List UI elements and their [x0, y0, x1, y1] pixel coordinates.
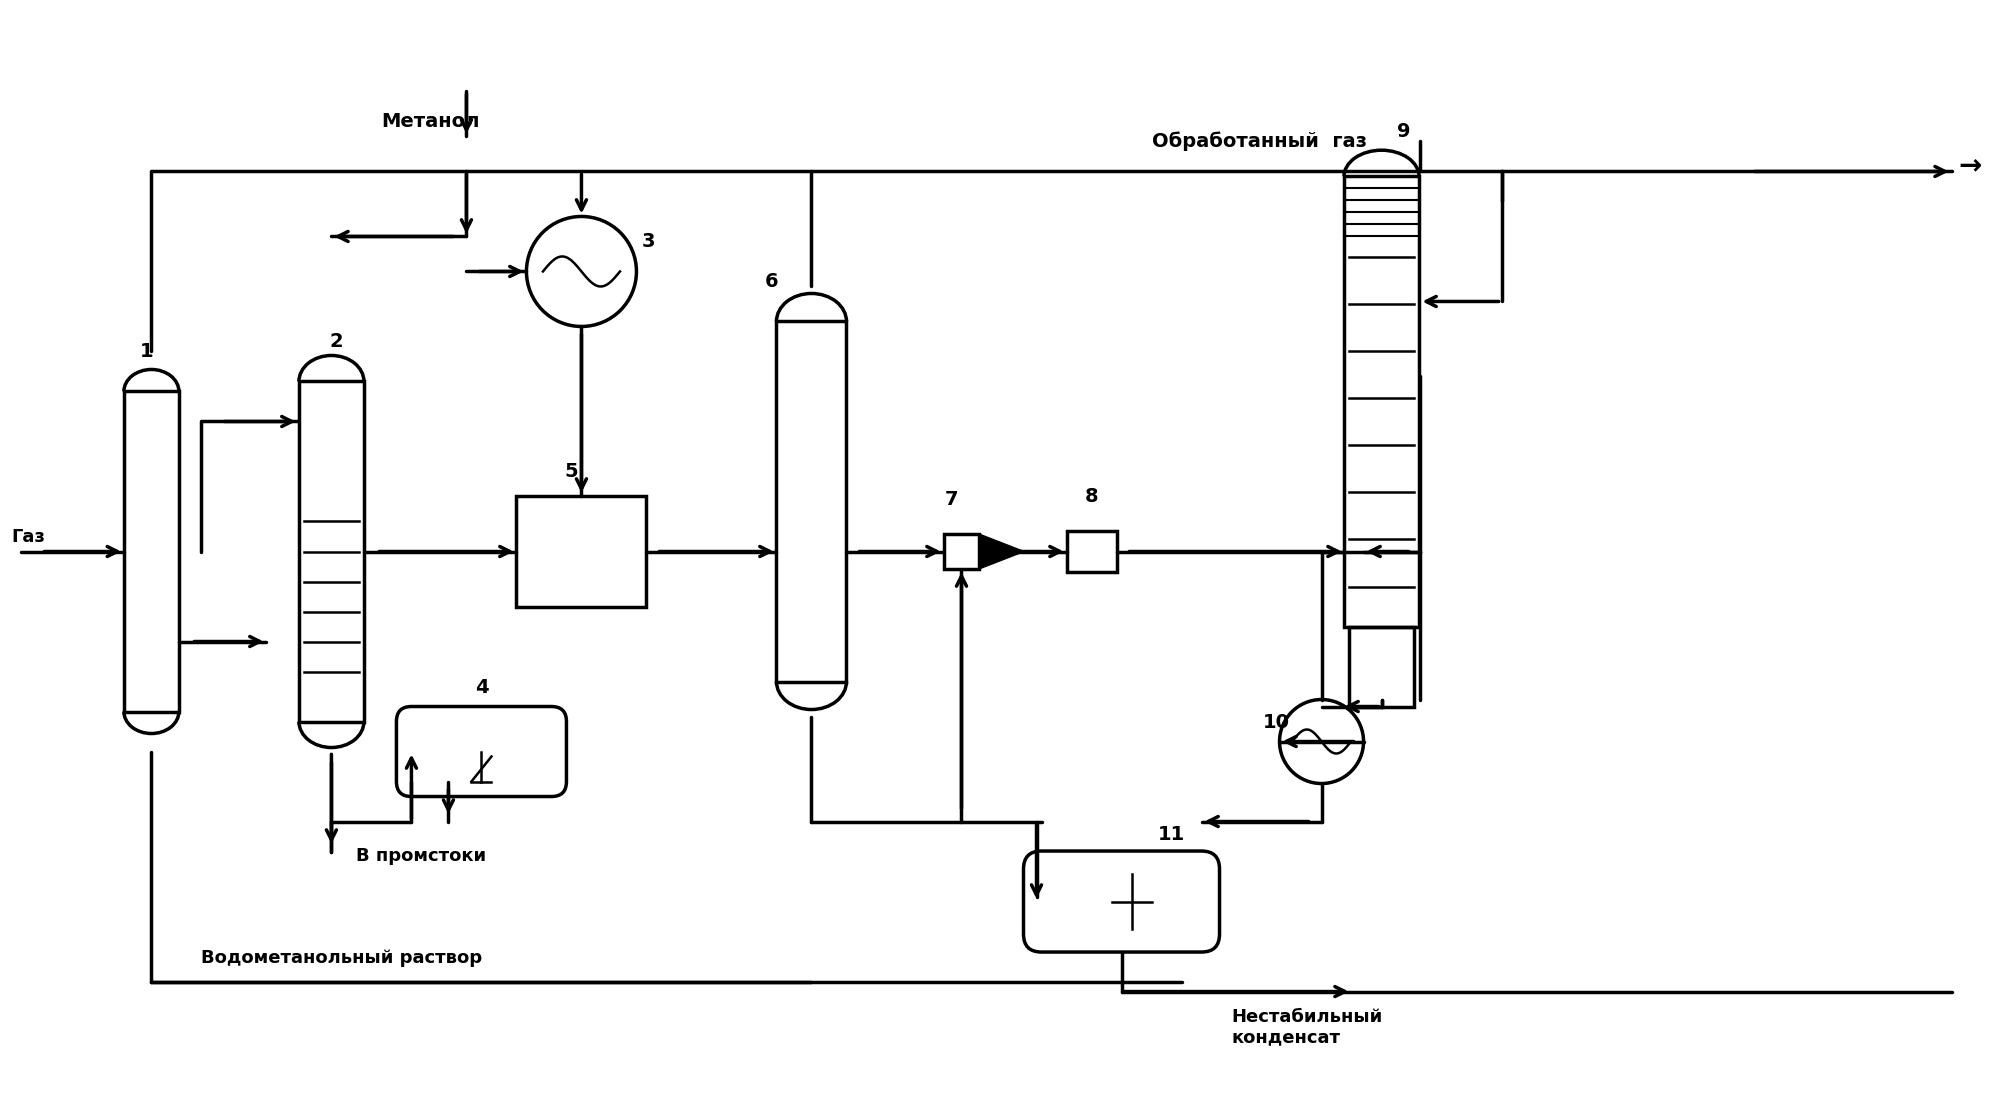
Text: 4: 4 [475, 677, 489, 696]
Bar [1344, 176, 1418, 627]
Text: 9: 9 [1396, 122, 1410, 141]
Bar [1350, 627, 1414, 707]
Bar [517, 496, 647, 607]
Text: 10: 10 [1264, 713, 1290, 731]
Text: 2: 2 [330, 332, 343, 352]
Text: Нестабильный
конденсат: Нестабильный конденсат [1232, 1008, 1382, 1047]
Text: 7: 7 [945, 490, 957, 508]
Bar [298, 382, 365, 721]
Text: →: → [1959, 152, 1981, 181]
Bar [1066, 532, 1116, 571]
Text: 8: 8 [1086, 488, 1098, 506]
Text: 3: 3 [641, 232, 655, 251]
Text: Газ: Газ [12, 528, 46, 546]
Text: Метанол: Метанол [381, 113, 481, 131]
Text: 11: 11 [1158, 825, 1186, 844]
Text: 5: 5 [565, 462, 579, 482]
Text: 1: 1 [140, 342, 152, 362]
Text: 6: 6 [765, 272, 779, 291]
Bar [124, 392, 178, 711]
Text: Водометанольный раствор: Водометанольный раствор [202, 949, 483, 966]
Polygon shape [979, 534, 1024, 569]
Bar [777, 321, 847, 682]
Text: В промстоки: В промстоки [357, 846, 487, 865]
Bar [943, 534, 979, 569]
Text: Обработанный  газ: Обработанный газ [1152, 132, 1366, 151]
